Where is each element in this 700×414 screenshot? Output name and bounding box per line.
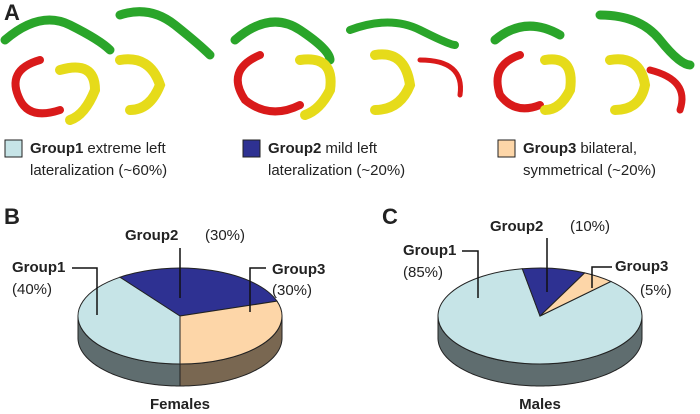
legend-text: symmetrical (~20%) bbox=[523, 162, 656, 179]
pie-chart: Group1 (40%) Group2 (30%) Group3 (30%) Females bbox=[12, 227, 325, 413]
leader-line bbox=[72, 267, 98, 315]
panel-label: C bbox=[382, 204, 398, 229]
pie-slice bbox=[539, 272, 613, 317]
legend-swatch bbox=[497, 139, 516, 158]
legend-name: Group3 bbox=[523, 140, 576, 157]
legend-text: lateralization (~60%) bbox=[30, 162, 167, 179]
slice-label: Group1 bbox=[403, 242, 456, 259]
chart-title: Females bbox=[150, 396, 210, 413]
slice-value-label: (85%) bbox=[403, 264, 443, 281]
leader-line bbox=[462, 250, 479, 298]
slice-value-label: (40%) bbox=[12, 281, 52, 298]
legend-name: Group2 bbox=[268, 140, 321, 157]
slice-label: Group1 bbox=[12, 259, 65, 276]
legend-text: extreme left bbox=[87, 140, 166, 157]
legend-text: lateralization (~20%) bbox=[268, 162, 405, 179]
slice-value-label: (5%) bbox=[640, 282, 672, 299]
leader-line bbox=[249, 267, 266, 312]
slice-value-label: (30%) bbox=[205, 227, 245, 244]
slice-label: Group2 bbox=[490, 218, 543, 235]
legend-text: mild left bbox=[325, 140, 378, 157]
tract-image bbox=[0, 7, 215, 125]
pie-slice bbox=[179, 300, 283, 365]
panel-label: A bbox=[4, 0, 20, 25]
tract-image bbox=[490, 10, 695, 115]
tract-image bbox=[230, 17, 463, 120]
pie-slice bbox=[118, 267, 278, 317]
slice-label: Group2 bbox=[125, 227, 178, 244]
tract-images bbox=[0, 7, 695, 125]
chart-title: Males bbox=[519, 396, 561, 413]
legend-swatch bbox=[242, 139, 261, 158]
panel-label: B bbox=[4, 204, 20, 229]
slice-value-label: (30%) bbox=[272, 282, 312, 299]
leader-line bbox=[591, 266, 612, 288]
pie-chart: Group1 (85%) Group2 (10%) Group3 (5%) Males bbox=[403, 218, 672, 413]
legend-swatch bbox=[4, 139, 23, 158]
legend-name: Group1 bbox=[30, 140, 83, 157]
slice-label: Group3 bbox=[272, 261, 325, 278]
legend-text: bilateral, bbox=[580, 140, 637, 157]
slice-value-label: (10%) bbox=[570, 218, 610, 235]
slice-label: Group3 bbox=[615, 258, 668, 275]
